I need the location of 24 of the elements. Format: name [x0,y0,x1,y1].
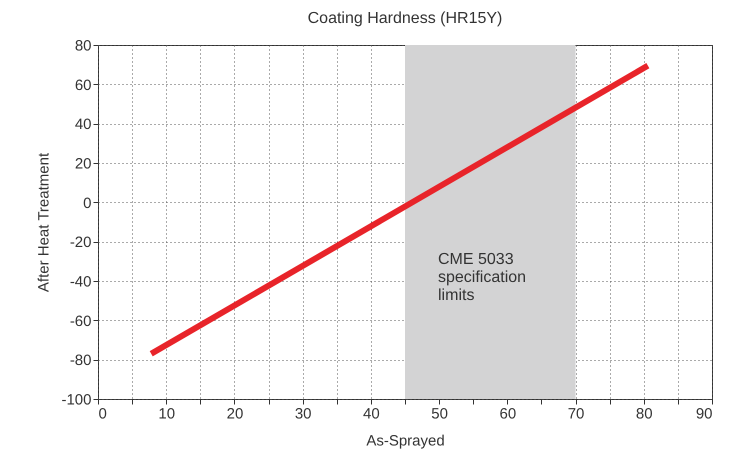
x-tick-label: 80 [636,406,653,422]
y-tick-label: 40 [74,116,92,134]
band-label: CME 5033 specification limits [438,251,526,304]
x-tick-label: 40 [363,406,380,422]
x-tick-label: 20 [226,406,244,422]
y-tick-label: -20 [70,234,92,252]
chart-title: Coating Hardness (HR15Y) [308,10,502,27]
x-tick-label: 60 [499,406,516,422]
x-tick-label: 0 [98,406,107,422]
y-tick-label: 0 [83,194,92,212]
x-axis-title: As-Sprayed [366,432,445,450]
y-tick-label: -60 [70,312,92,330]
y-tick-label: 20 [74,156,92,172]
x-tick-label: 70 [568,406,584,422]
x-tick-label: 90 [696,406,712,422]
x-tick-label: 50 [431,406,448,422]
y-tick-label: -100 [61,392,92,408]
x-tick-label: 30 [294,406,312,422]
y-tick-label: -80 [70,352,92,370]
y-axis-title: After Heat Treatment [35,152,52,292]
y-tick-label: -40 [70,274,92,290]
y-tick-label: 80 [74,38,92,54]
y-tick-label: 60 [74,76,92,94]
x-tick-label: 10 [158,406,176,422]
